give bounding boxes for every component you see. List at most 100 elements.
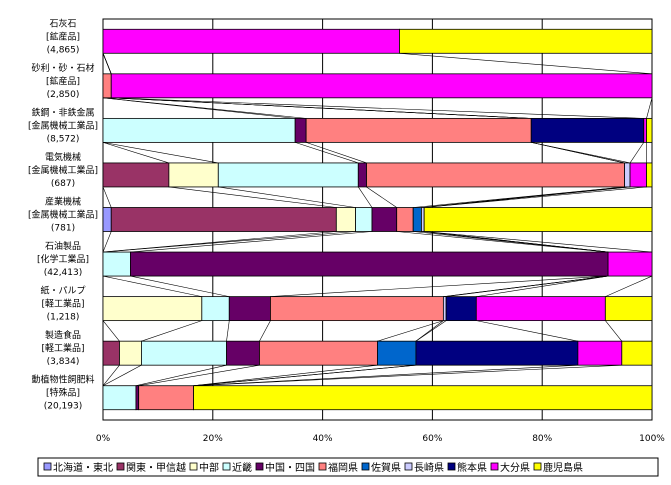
series-line [102,186,112,208]
legend-label: 熊本県 [457,461,487,474]
series-line [605,275,653,297]
series-line [193,364,578,387]
category-name: 砂利・砂・石材 [31,62,94,74]
bar-segment [335,207,356,232]
category-name: 電気機械 [45,151,81,163]
legend-swatch [490,462,499,471]
series-line [629,142,645,164]
x-tick-label: 40% [313,434,333,444]
legend-swatch [189,462,198,471]
x-tick-label: 80% [532,434,552,444]
bar-segment [475,296,606,322]
category-total: (687) [51,179,75,189]
series-line [306,142,367,164]
series-line [259,320,271,342]
series-line [102,97,307,119]
category-group: [鉱産品] [46,75,80,87]
series-line [605,320,623,342]
series-line [102,364,120,386]
bar-segment [102,162,170,188]
series-line [102,231,356,253]
series-line [226,320,230,342]
series-line [424,186,647,208]
legend-label: 大分県 [500,461,530,474]
category-total: (1,218) [47,313,80,323]
x-tick-label: 0% [96,434,111,444]
bar-segment [102,117,296,143]
series-line [130,231,373,253]
series-line [646,97,653,119]
bar-segment [141,340,227,366]
bar-segment [415,340,579,366]
category-name: 鉄鋼・非鉄金属 [31,106,94,118]
category-group: [特殊品] [46,387,80,399]
category-group: [軽工業品] [41,342,84,354]
x-tick-label: 100% [639,434,665,444]
bar-segment [102,73,112,99]
bar-segment [102,340,120,366]
legend-label: 中部 [199,461,219,474]
legend-label: 長崎県 [414,461,444,474]
bar-segment [135,385,140,411]
bar-segment [423,207,653,232]
legend-label: 鹿児島県 [543,461,583,474]
bar-segment [217,162,359,188]
legend-label: 福岡県 [328,461,358,474]
series-line [446,275,609,297]
category-group: [化学工業品] [37,253,89,265]
bar-segment [102,385,137,411]
bar-segment [228,296,271,322]
legend-swatch [222,462,231,471]
series-line [424,231,609,253]
series-line [102,320,120,342]
series-line [102,275,202,297]
category-total: (781) [51,224,75,234]
series-line [138,364,260,387]
series-line [193,364,378,387]
series-line [218,186,356,208]
category-total: (42,413) [44,268,83,278]
legend-swatch [43,462,52,471]
bar-segment [607,251,653,277]
category-name: 石灰石 [49,17,76,29]
series-line [111,97,532,119]
category-name: 製造食品 [45,329,81,341]
category-name: 産業機械 [45,196,81,208]
legend-label: 中国・四国 [265,461,315,474]
bar-segment [193,385,653,411]
category-name: 石油製品 [45,240,81,252]
bar-segment [270,296,444,322]
legend-label: 佐賀県 [371,462,401,474]
legend-box [37,457,659,477]
bar-segment [130,251,609,277]
legend-swatch [318,462,327,471]
legend-label: 関東・甲信越 [126,461,186,474]
x-tick-label: 20% [203,434,223,444]
bar-segment [305,117,532,143]
bar-segment [102,251,131,277]
series-line [141,320,202,342]
bar-segment [604,296,653,322]
bar-segment [110,73,653,99]
bar-segment [102,296,203,322]
category-total: (3,834) [47,357,80,367]
series-line [193,364,416,387]
series-line [295,142,359,164]
series-line [102,142,219,164]
legend-swatch [361,462,370,471]
series-line [424,231,653,253]
legend-swatch [116,462,125,471]
bar-segment [445,296,477,322]
bar-segment [577,340,623,366]
category-total: (20,193) [44,402,83,412]
bar-segment [371,207,398,232]
category-group: [金属機械工業品] [28,164,98,176]
legend-label: 近畿 [232,461,252,474]
bar-segment [621,340,653,366]
legend-swatch [533,462,542,471]
series-line [358,186,373,208]
bar-segment [629,162,647,188]
series-line [102,364,142,386]
bar-segment [110,207,337,232]
